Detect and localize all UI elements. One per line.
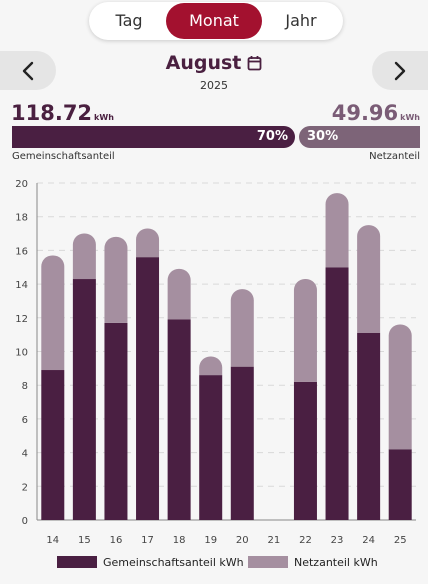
period-selector: Tag Monat Jahr (89, 2, 343, 40)
y-tick-label: 6 (22, 415, 28, 426)
bar-segment-grid (388, 324, 412, 450)
bar-segment-community (136, 257, 160, 520)
grid-share-bar: 30% (299, 126, 420, 148)
bar-segment-community (293, 381, 317, 520)
legend-swatch-community (57, 556, 97, 568)
x-tick-label: 14 (46, 535, 59, 546)
bar-segment-community (388, 449, 412, 520)
grid-total: 49.96 kWh (331, 101, 420, 125)
bar-segment-grid (72, 233, 96, 280)
bar-segment-grid (199, 356, 223, 376)
y-tick-label: 10 (15, 348, 28, 359)
y-tick-label: 8 (22, 381, 28, 392)
legend-grid[interactable]: Netzanteil kWh (248, 556, 378, 572)
year-label: 2025 (200, 79, 228, 92)
grid-share-label: Netzanteil (369, 151, 420, 162)
x-tick-label: 20 (236, 535, 249, 546)
tab-monat[interactable]: Monat (166, 3, 262, 39)
legend-community[interactable]: Gemeinschaftsanteil kWh (57, 556, 244, 572)
legend-swatch-grid (248, 556, 288, 568)
y-tick-label: 4 (22, 449, 28, 460)
bar-segment-community (325, 267, 349, 520)
bar-segment-community (72, 279, 96, 520)
chevron-right-icon (394, 61, 406, 80)
bar-segment-community (357, 332, 381, 520)
y-tick-label: 18 (15, 213, 28, 224)
tab-tag[interactable]: Tag (115, 11, 143, 30)
calendar-icon[interactable] (247, 54, 262, 76)
bar-segment-grid (230, 289, 254, 367)
bar-segment-community (167, 319, 191, 520)
x-tick-label: 19 (204, 535, 217, 546)
bar-segment-grid (167, 268, 191, 320)
tab-jahr[interactable]: Jahr (285, 11, 317, 30)
community-share-bar: 70% (12, 126, 295, 148)
month-title[interactable]: August (0, 52, 428, 76)
bar-segment-community (199, 375, 223, 520)
next-month-button[interactable] (372, 51, 428, 90)
y-tick-label: 16 (15, 246, 28, 257)
x-tick-label: 18 (173, 535, 186, 546)
x-tick-label: 25 (394, 535, 407, 546)
month-label: August (165, 52, 242, 74)
y-tick-label: 20 (15, 179, 28, 190)
x-tick-label: 22 (299, 535, 312, 546)
bar-segment-grid (104, 236, 128, 323)
y-tick-label: 12 (15, 314, 28, 325)
community-total: 118.72 kWh (11, 101, 114, 125)
x-tick-label: 17 (141, 535, 154, 546)
bar-segment-grid (136, 228, 160, 258)
bar-segment-community (41, 370, 65, 520)
bar-segment-grid (293, 279, 317, 382)
y-tick-label: 2 (22, 482, 28, 493)
x-tick-label: 21 (268, 535, 281, 546)
bar-segment-community (104, 322, 128, 520)
legend-label-grid: Netzanteil kWh (294, 556, 378, 569)
x-tick-label: 16 (110, 535, 123, 546)
bar-segment-community (230, 366, 254, 520)
legend-label-community: Gemeinschaftsanteil kWh (103, 556, 244, 569)
y-tick-label: 0 (22, 516, 28, 527)
previous-month-button[interactable] (0, 51, 56, 90)
chevron-left-icon (22, 61, 34, 80)
x-tick-label: 23 (331, 535, 344, 546)
y-tick-label: 14 (15, 280, 28, 291)
bar-segment-grid (41, 255, 65, 371)
bar-segment-grid (357, 225, 381, 333)
bar-segment-grid (325, 193, 349, 268)
community-share-label: Gemeinschaftsanteil (12, 151, 115, 162)
x-tick-label: 24 (362, 535, 375, 546)
x-tick-label: 15 (78, 535, 91, 546)
